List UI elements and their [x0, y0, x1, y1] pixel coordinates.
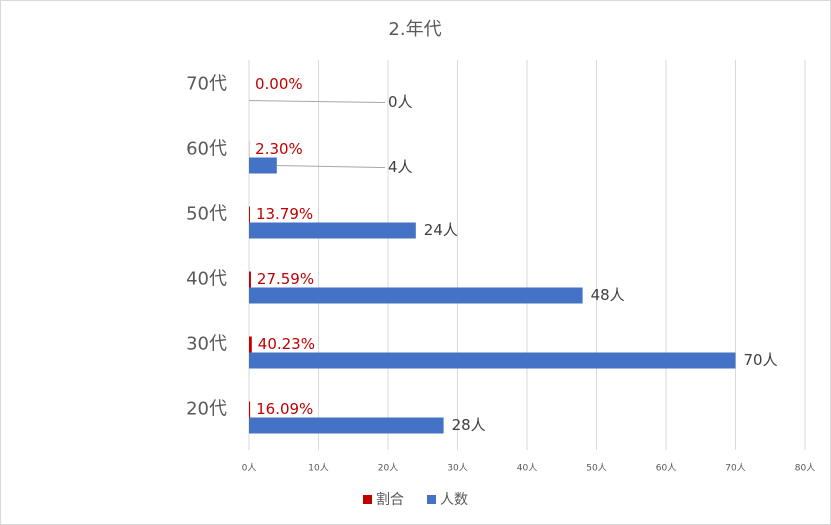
bar: [249, 352, 736, 369]
y-tick-label: 60代: [186, 139, 227, 160]
x-tick-label: 50人: [586, 463, 606, 474]
data-label: 40.23%: [258, 335, 315, 353]
y-tick-label: 30代: [186, 334, 227, 355]
data-label: 16.09%: [256, 400, 313, 418]
legend-label: 人数: [440, 492, 468, 508]
x-tick-label: 10人: [308, 463, 328, 474]
y-tick-label: 70代: [186, 74, 227, 95]
chart-title: 2.年代: [388, 19, 441, 40]
bar: [249, 287, 583, 304]
data-label: 70人: [744, 351, 778, 369]
bar: [249, 271, 251, 288]
y-tick-label: 40代: [186, 269, 227, 290]
data-label: 13.79%: [256, 205, 313, 223]
x-tick-label: 70人: [725, 463, 745, 474]
y-tick-label: 20代: [186, 399, 227, 420]
data-label: 0人: [388, 93, 413, 111]
x-tick-label: 30人: [447, 463, 467, 474]
data-label: 28人: [452, 416, 486, 434]
x-tick-label: 0人: [242, 463, 257, 474]
data-label: 24人: [424, 221, 458, 239]
legend-swatch: [427, 495, 436, 504]
data-label: 27.59%: [257, 270, 314, 288]
data-label: 4人: [388, 158, 413, 176]
leader-line: [276, 165, 386, 168]
bar: [249, 206, 250, 223]
x-tick-label: 20人: [378, 463, 398, 474]
y-tick-label: 50代: [186, 204, 227, 225]
bar: [249, 222, 416, 239]
data-label: 2.30%: [255, 140, 303, 158]
bar: [249, 157, 277, 174]
legend-swatch: [363, 495, 372, 504]
bar: [249, 417, 444, 434]
x-tick-label: 80人: [795, 463, 815, 474]
x-tick-label: 40人: [517, 463, 537, 474]
data-label: 0.00%: [255, 75, 303, 93]
leader-line: [248, 100, 386, 103]
x-tick-label: 60人: [656, 463, 676, 474]
data-label: 48人: [591, 286, 625, 304]
bar: [249, 336, 252, 353]
legend-label: 割合: [376, 491, 404, 508]
bar: [249, 401, 251, 418]
